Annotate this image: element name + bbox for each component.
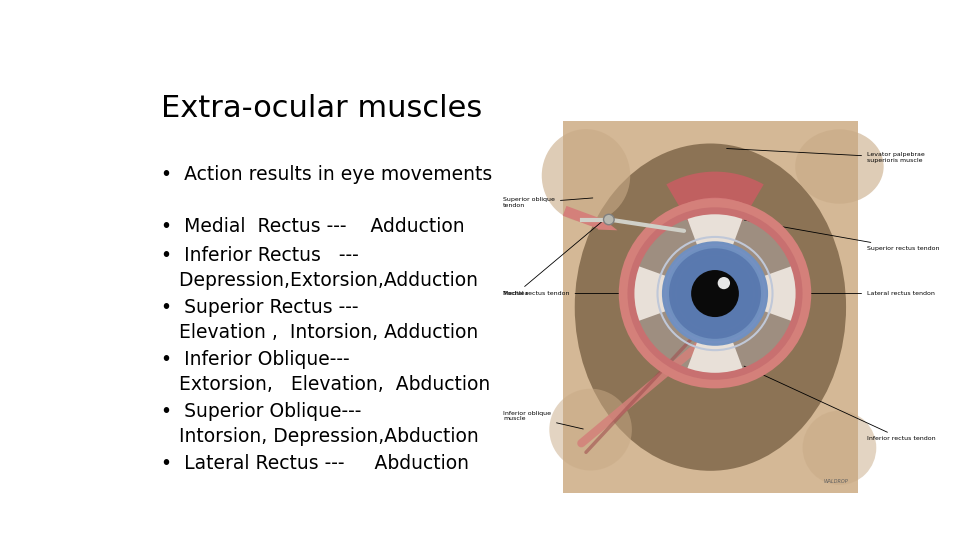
Text: •  Inferior Oblique---: • Inferior Oblique--- (161, 349, 349, 369)
Text: •  Medial  Rectus ---    Adduction: • Medial Rectus --- Adduction (161, 217, 465, 235)
Circle shape (662, 241, 768, 346)
Ellipse shape (541, 129, 630, 222)
Ellipse shape (795, 130, 883, 204)
FancyBboxPatch shape (563, 121, 858, 493)
Text: Inferior rectus tendon: Inferior rectus tendon (744, 366, 936, 441)
Ellipse shape (575, 144, 846, 471)
Text: Inferior oblique
muscle: Inferior oblique muscle (503, 410, 584, 429)
Text: Medial rectus tendon: Medial rectus tendon (503, 291, 626, 296)
Text: Lateral rectus tendon: Lateral rectus tendon (804, 291, 935, 296)
Text: •  Lateral Rectus ---     Abduction: • Lateral Rectus --- Abduction (161, 454, 468, 472)
Wedge shape (686, 198, 743, 272)
Text: Elevation ,  Intorsion, Adduction: Elevation , Intorsion, Adduction (161, 322, 478, 342)
Circle shape (718, 277, 730, 289)
Text: Trochlea: Trochlea (503, 221, 602, 296)
Circle shape (627, 206, 804, 381)
Wedge shape (627, 264, 715, 323)
Text: •  Action results in eye movements: • Action results in eye movements (161, 165, 492, 184)
Text: Intorsion, Depression,Abduction: Intorsion, Depression,Abduction (161, 427, 479, 446)
Text: Depression,Extorsion,Adduction: Depression,Extorsion,Adduction (161, 271, 478, 289)
Text: Extra-ocular muscles: Extra-ocular muscles (161, 94, 482, 123)
FancyArrow shape (563, 206, 617, 230)
Wedge shape (666, 172, 763, 267)
Ellipse shape (803, 410, 876, 485)
Circle shape (691, 270, 739, 317)
Wedge shape (684, 294, 745, 381)
Text: •  Superior Oblique---: • Superior Oblique--- (161, 402, 361, 421)
Text: •  Superior Rectus ---: • Superior Rectus --- (161, 298, 358, 316)
Text: Superior rectus tendon: Superior rectus tendon (744, 220, 940, 251)
Text: Extorsion,   Elevation,  Abduction: Extorsion, Elevation, Abduction (161, 375, 491, 394)
Wedge shape (715, 264, 804, 323)
Circle shape (669, 248, 761, 339)
Wedge shape (684, 206, 745, 294)
Text: •  Inferior Rectus   ---: • Inferior Rectus --- (161, 246, 359, 265)
Text: Levator palpebrae
superioris muscle: Levator palpebrae superioris muscle (727, 148, 924, 163)
Text: Superior oblique
tendon: Superior oblique tendon (503, 198, 592, 208)
Circle shape (604, 214, 614, 225)
Text: WALDROP: WALDROP (824, 479, 849, 484)
Ellipse shape (549, 389, 632, 470)
